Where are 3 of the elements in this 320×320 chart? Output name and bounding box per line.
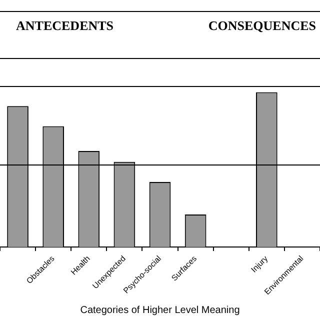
x-axis-title: Categories of Higher Level Meaning	[80, 304, 240, 316]
text: CONSEQUENCES	[208, 18, 316, 34]
text: ANTECEDENTS	[16, 18, 114, 34]
